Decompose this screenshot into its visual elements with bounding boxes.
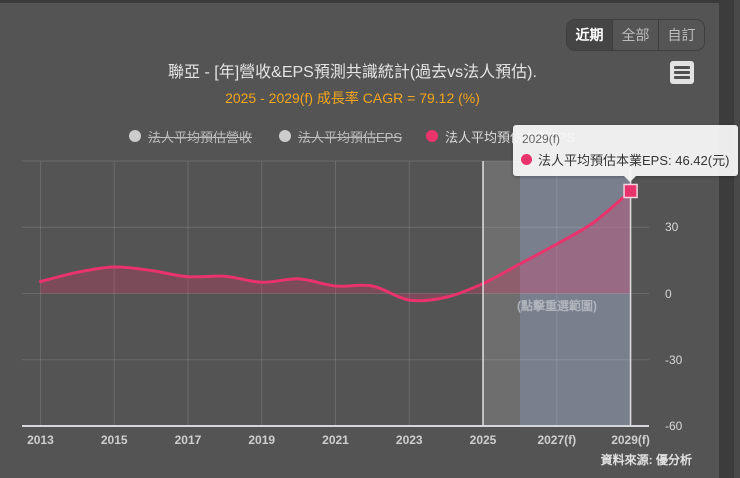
x-axis-label: 2019	[248, 433, 276, 447]
x-axis-label: 2029(f)	[611, 433, 650, 447]
range-button-custom[interactable]: 自訂	[659, 20, 704, 50]
chart-title: 聯亞 - [年]營收&EPS預測共識統計(過去vs法人預估).	[168, 64, 537, 81]
plot-band	[519, 161, 631, 426]
legend-dot-icon	[129, 130, 141, 142]
x-axis-label: 2015	[100, 433, 128, 447]
chart-subtitle: 2025 - 2029(f) 成長率 CAGR = 79.12 (%)	[225, 90, 480, 106]
range-button-group: 近期 全部 自訂	[566, 19, 705, 51]
y-axis-label: -30	[665, 352, 683, 367]
tooltip-pointer	[624, 176, 636, 182]
x-axis-label: 2027(f)	[537, 433, 577, 447]
legend-item-revenue[interactable]: 法人平均預估營收	[129, 128, 253, 145]
tooltip-header: 2029(f)	[522, 132, 561, 146]
legend-dot-icon	[426, 130, 438, 142]
x-axis-label: 2025	[469, 433, 497, 447]
data-source-credits: 資料來源: 優分析	[600, 453, 692, 467]
tooltip-value-text: 法人平均預估本業EPS: 46.42(元)	[538, 153, 730, 168]
y-axis-label: 30	[665, 220, 679, 235]
series-dot-icon	[521, 154, 532, 165]
plot-band	[483, 161, 520, 426]
reset-zoom-hint[interactable]: (點擊重選範圍)	[517, 299, 597, 313]
y-axis-label: -60	[665, 419, 683, 433]
legend-label: 法人平均預估營收	[148, 129, 253, 145]
range-button-all[interactable]: 全部	[613, 20, 659, 50]
chart-menu-button[interactable]	[670, 61, 694, 84]
x-axis-label: 2021	[322, 433, 349, 447]
range-button-recent[interactable]: 近期	[567, 20, 613, 50]
x-axis-label: 2017	[174, 433, 202, 447]
tooltip-row: 法人平均預估本業EPS: 46.42(元)	[521, 150, 729, 169]
x-axis-label: 2013	[27, 433, 54, 447]
legend-item-eps[interactable]: 法人平均預估EPS	[279, 128, 403, 145]
highlighted-point-marker	[623, 183, 638, 199]
tooltip: 2029(f) 法人平均預估本業EPS: 46.42(元)	[513, 125, 738, 176]
window-edge	[734, 0, 740, 478]
legend-dot-icon	[279, 130, 291, 142]
x-axis-label: 2023	[395, 433, 423, 447]
top-border	[0, 0, 740, 3]
area-fill	[40, 190, 631, 301]
legend-label: 法人平均預估EPS	[298, 129, 403, 145]
y-axis-label: 0	[665, 286, 672, 301]
scrollbar-track[interactable]	[719, 0, 734, 478]
series-line	[38, 189, 633, 303]
